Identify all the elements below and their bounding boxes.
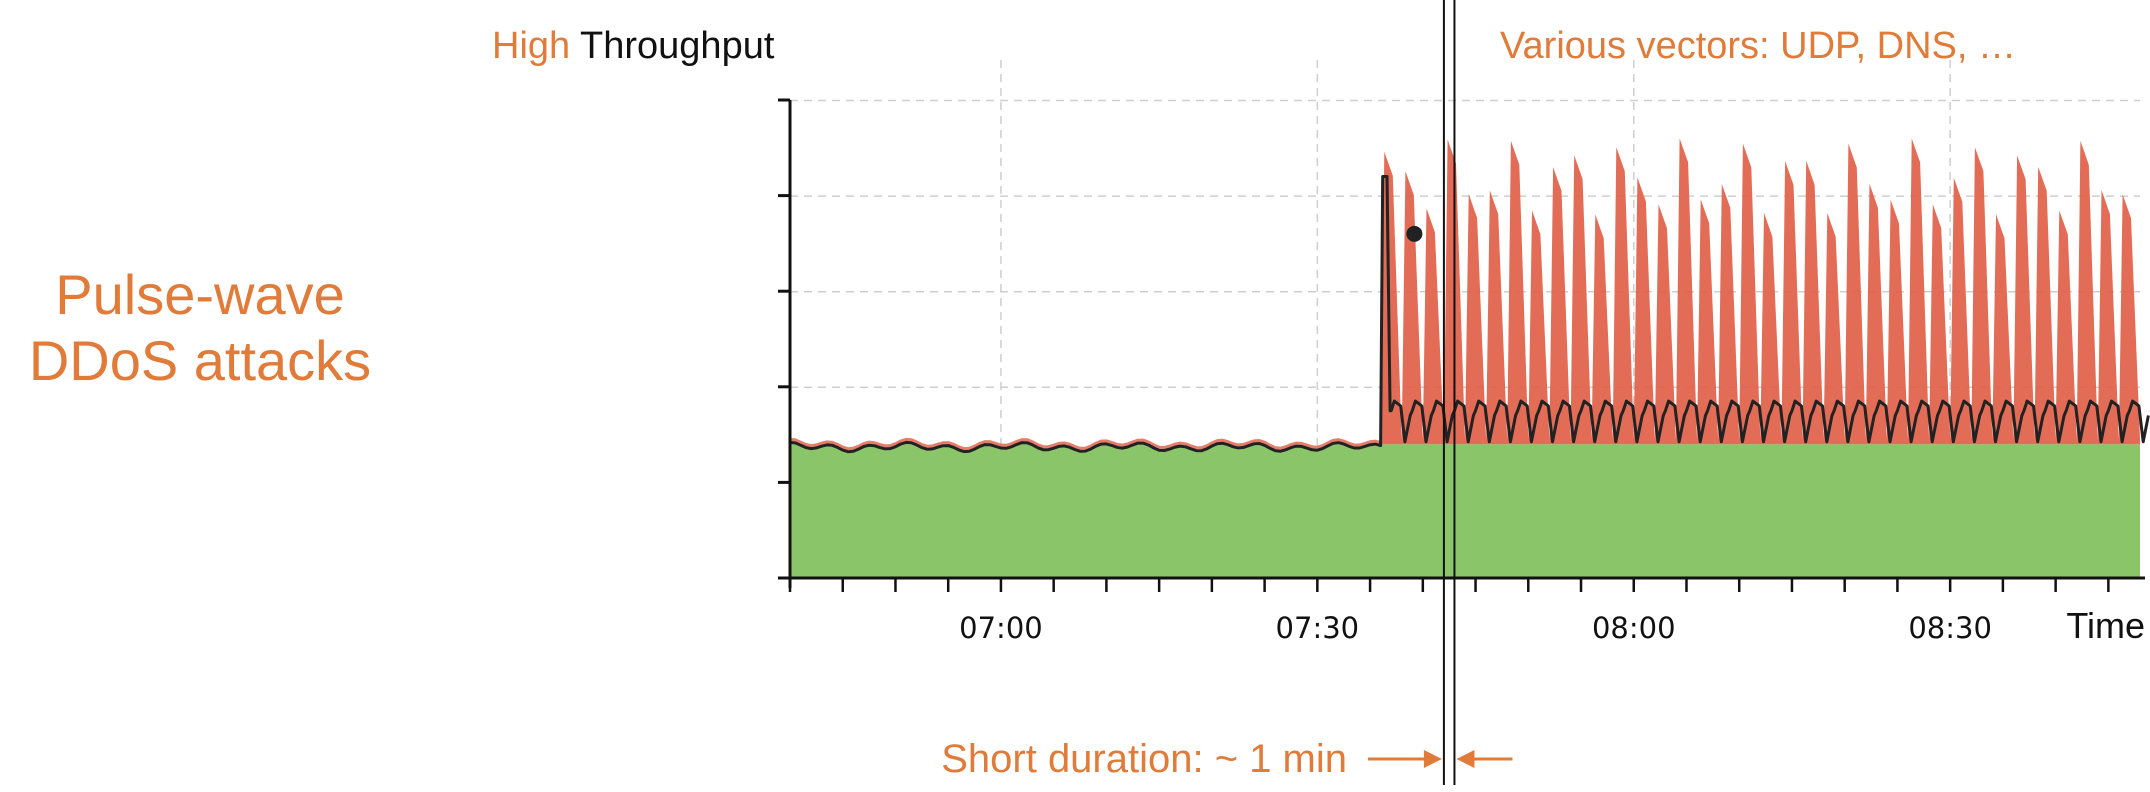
slide-title: Pulse-wave DDoS attacks bbox=[0, 262, 400, 394]
vectors-note: Various vectors: UDP, DNS, … bbox=[1500, 25, 2016, 67]
chart-ticks: 07:00 07:30 08:00 08:30 Time bbox=[788, 578, 2145, 646]
x-axis-label: Time bbox=[2066, 605, 2145, 646]
x-tick-label-1: 07:30 bbox=[1276, 611, 1360, 645]
x-tick-label-2: 08:00 bbox=[1592, 611, 1676, 645]
slide-title-line1: Pulse-wave bbox=[55, 263, 345, 326]
chart-heading-suffix: Throughput bbox=[580, 25, 775, 67]
chart-areas bbox=[789, 138, 2150, 578]
chart-heading-prefix: High bbox=[492, 25, 571, 67]
x-tick-label-0: 07:00 bbox=[959, 611, 1043, 645]
line-series bbox=[789, 175, 2150, 454]
duration-annotation: Short duration: ~ 1 min bbox=[941, 0, 1513, 785]
series-marker bbox=[1406, 225, 1423, 242]
slide-title-line2: DDoS attacks bbox=[28, 329, 372, 392]
arrow-right-head bbox=[1423, 750, 1442, 768]
pre-attack-edge bbox=[789, 437, 1382, 451]
x-tick-label-3: 08:30 bbox=[1908, 611, 1992, 645]
baseline-area bbox=[790, 442, 2140, 578]
arrow-left-head bbox=[1456, 750, 1475, 768]
chart-axes bbox=[778, 98, 2145, 588]
duration-label: Short duration: ~ 1 min bbox=[941, 737, 1347, 781]
chart-heading: High Throughput bbox=[492, 22, 774, 70]
